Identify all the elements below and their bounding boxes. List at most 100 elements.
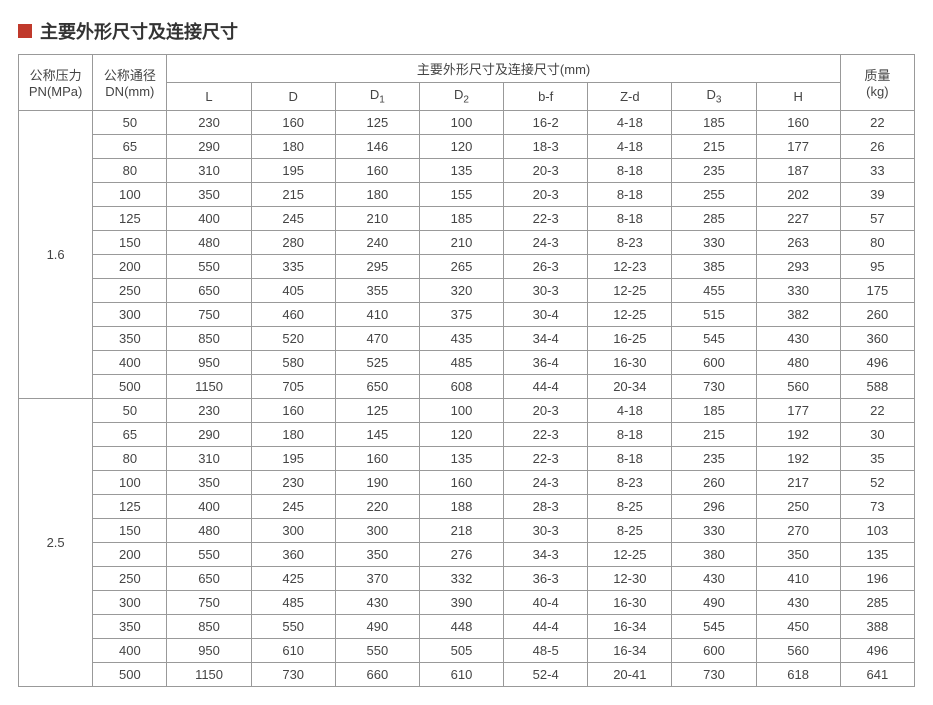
cell: 80: [840, 230, 914, 254]
cell: 600: [672, 350, 756, 374]
cell: 220: [335, 494, 419, 518]
cell: 160: [419, 470, 503, 494]
cell: 177: [756, 398, 840, 422]
cell: 560: [756, 638, 840, 662]
cell: 610: [251, 638, 335, 662]
cell: 192: [756, 422, 840, 446]
cell: 285: [840, 590, 914, 614]
cell: 385: [672, 254, 756, 278]
table-row: 2.55023016012510020-34-1818517722: [19, 398, 915, 422]
cell: 1150: [167, 374, 251, 398]
cell: 400: [93, 638, 167, 662]
table-row: 40095061055050548-516-34600560496: [19, 638, 915, 662]
cell: 103: [840, 518, 914, 542]
title-row: 主要外形尺寸及连接尺寸: [18, 18, 915, 44]
cell: 50: [93, 398, 167, 422]
cell: 285: [672, 206, 756, 230]
page-title: 主要外形尺寸及连接尺寸: [40, 18, 238, 44]
cell: 480: [167, 518, 251, 542]
cell: 16-2: [504, 110, 588, 134]
cell-pn: 2.5: [19, 398, 93, 686]
cell: 460: [251, 302, 335, 326]
cell: 230: [167, 110, 251, 134]
cell: 295: [335, 254, 419, 278]
table-row: 10035023019016024-38-2326021752: [19, 470, 915, 494]
cell: 550: [251, 614, 335, 638]
header-D: D: [251, 83, 335, 111]
cell: 750: [167, 302, 251, 326]
cell: 22-3: [504, 206, 588, 230]
cell: 430: [756, 326, 840, 350]
cell: 100: [419, 398, 503, 422]
cell: 382: [756, 302, 840, 326]
cell: 65: [93, 422, 167, 446]
table-row: 15048030030021830-38-25330270103: [19, 518, 915, 542]
cell: 245: [251, 494, 335, 518]
cell: 12-23: [588, 254, 672, 278]
cell: 22: [840, 110, 914, 134]
cell: 950: [167, 638, 251, 662]
cell: 230: [251, 470, 335, 494]
cell: 496: [840, 350, 914, 374]
cell: 120: [419, 422, 503, 446]
cell: 48-5: [504, 638, 588, 662]
cell: 155: [419, 182, 503, 206]
cell: 16-30: [588, 350, 672, 374]
cell: 8-18: [588, 158, 672, 182]
cell: 187: [756, 158, 840, 182]
cell: 227: [756, 206, 840, 230]
cell: 580: [251, 350, 335, 374]
cell: 28-3: [504, 494, 588, 518]
cell: 16-25: [588, 326, 672, 350]
cell: 750: [167, 590, 251, 614]
cell: 200: [93, 542, 167, 566]
cell: 125: [335, 398, 419, 422]
cell: 24-3: [504, 470, 588, 494]
cell: 480: [167, 230, 251, 254]
cell: 500: [93, 374, 167, 398]
table-row: 20055033529526526-312-2338529395: [19, 254, 915, 278]
cell: 26: [840, 134, 914, 158]
cell: 550: [167, 542, 251, 566]
cell: 330: [756, 278, 840, 302]
cell: 250: [93, 278, 167, 302]
cell-pn: 1.6: [19, 110, 93, 398]
cell: 20-34: [588, 374, 672, 398]
cell: 950: [167, 350, 251, 374]
cell: 455: [672, 278, 756, 302]
cell: 600: [672, 638, 756, 662]
cell: 8-25: [588, 518, 672, 542]
cell: 265: [419, 254, 503, 278]
cell: 280: [251, 230, 335, 254]
table-row: 40095058052548536-416-30600480496: [19, 350, 915, 374]
cell: 12-25: [588, 542, 672, 566]
cell: 180: [335, 182, 419, 206]
cell: 250: [93, 566, 167, 590]
cell: 65: [93, 134, 167, 158]
cell: 375: [419, 302, 503, 326]
cell: 270: [756, 518, 840, 542]
cell: 430: [335, 590, 419, 614]
cell: 57: [840, 206, 914, 230]
header-D1: D1: [335, 83, 419, 111]
cell: 16-34: [588, 614, 672, 638]
cell: 400: [167, 206, 251, 230]
cell: 18-3: [504, 134, 588, 158]
cell: 80: [93, 446, 167, 470]
cell: 300: [93, 590, 167, 614]
cell: 300: [93, 302, 167, 326]
cell: 8-18: [588, 422, 672, 446]
cell: 410: [335, 302, 419, 326]
cell: 185: [672, 398, 756, 422]
cell: 450: [756, 614, 840, 638]
cell: 388: [840, 614, 914, 638]
title-square-icon: [18, 24, 32, 38]
cell: 40-4: [504, 590, 588, 614]
cell: 405: [251, 278, 335, 302]
table-body: 1.65023016012510016-24-18185160226529018…: [19, 110, 915, 686]
header-bf: b-f: [504, 83, 588, 111]
cell: 235: [672, 158, 756, 182]
cell: 36-3: [504, 566, 588, 590]
table-row: 35085052047043534-416-25545430360: [19, 326, 915, 350]
cell: 390: [419, 590, 503, 614]
